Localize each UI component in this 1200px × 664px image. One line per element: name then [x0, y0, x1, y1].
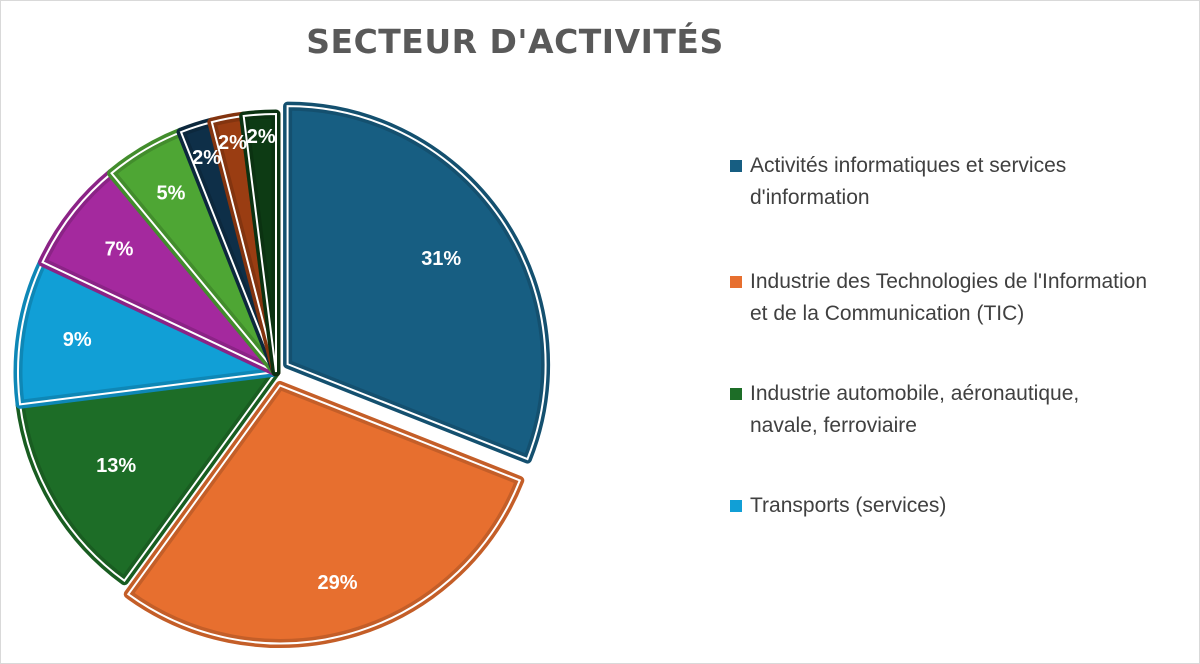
- legend-label-3: Industrie automobile, aéronautique, nava…: [750, 382, 1080, 437]
- legend-swatch-3: [730, 388, 742, 400]
- legend-item-1: Activités informatiques et services d'in…: [730, 150, 1150, 214]
- pie-slice-border-9: [242, 112, 277, 373]
- pie-slice-border-3: [18, 370, 279, 583]
- data-label-2: 29%: [317, 572, 357, 594]
- legend-swatch-4: [730, 500, 742, 512]
- chart-title: SECTEUR D'ACTIVITÉS: [306, 22, 724, 61]
- legend-swatch-1: [730, 160, 742, 172]
- data-label-7: 2%: [192, 147, 221, 169]
- data-label-3: 13%: [96, 455, 136, 477]
- data-label-8: 2%: [218, 132, 247, 154]
- data-label-1: 31%: [421, 248, 461, 270]
- legend-label-4: Transports (services): [750, 494, 947, 517]
- data-label-4: 9%: [63, 329, 92, 351]
- legend-item-3: Industrie automobile, aéronautique, nava…: [730, 378, 1150, 442]
- legend-swatch-2: [730, 276, 742, 288]
- legend-label-1: Activités informatiques et services d'in…: [750, 154, 1067, 209]
- data-label-6: 5%: [156, 183, 185, 205]
- legend-label-2: Industrie des Technologies de l'Informat…: [750, 270, 1148, 325]
- pie-slice-border-1: [286, 105, 547, 461]
- pie-slice-border-2: [126, 384, 522, 645]
- data-label-5: 7%: [105, 239, 134, 261]
- legend-item-2: Industrie des Technologies de l'Informat…: [730, 266, 1150, 330]
- data-label-9: 2%: [247, 126, 276, 148]
- legend-item-4: Transports (services): [730, 490, 1150, 522]
- pie-slice-border-4: [17, 260, 280, 406]
